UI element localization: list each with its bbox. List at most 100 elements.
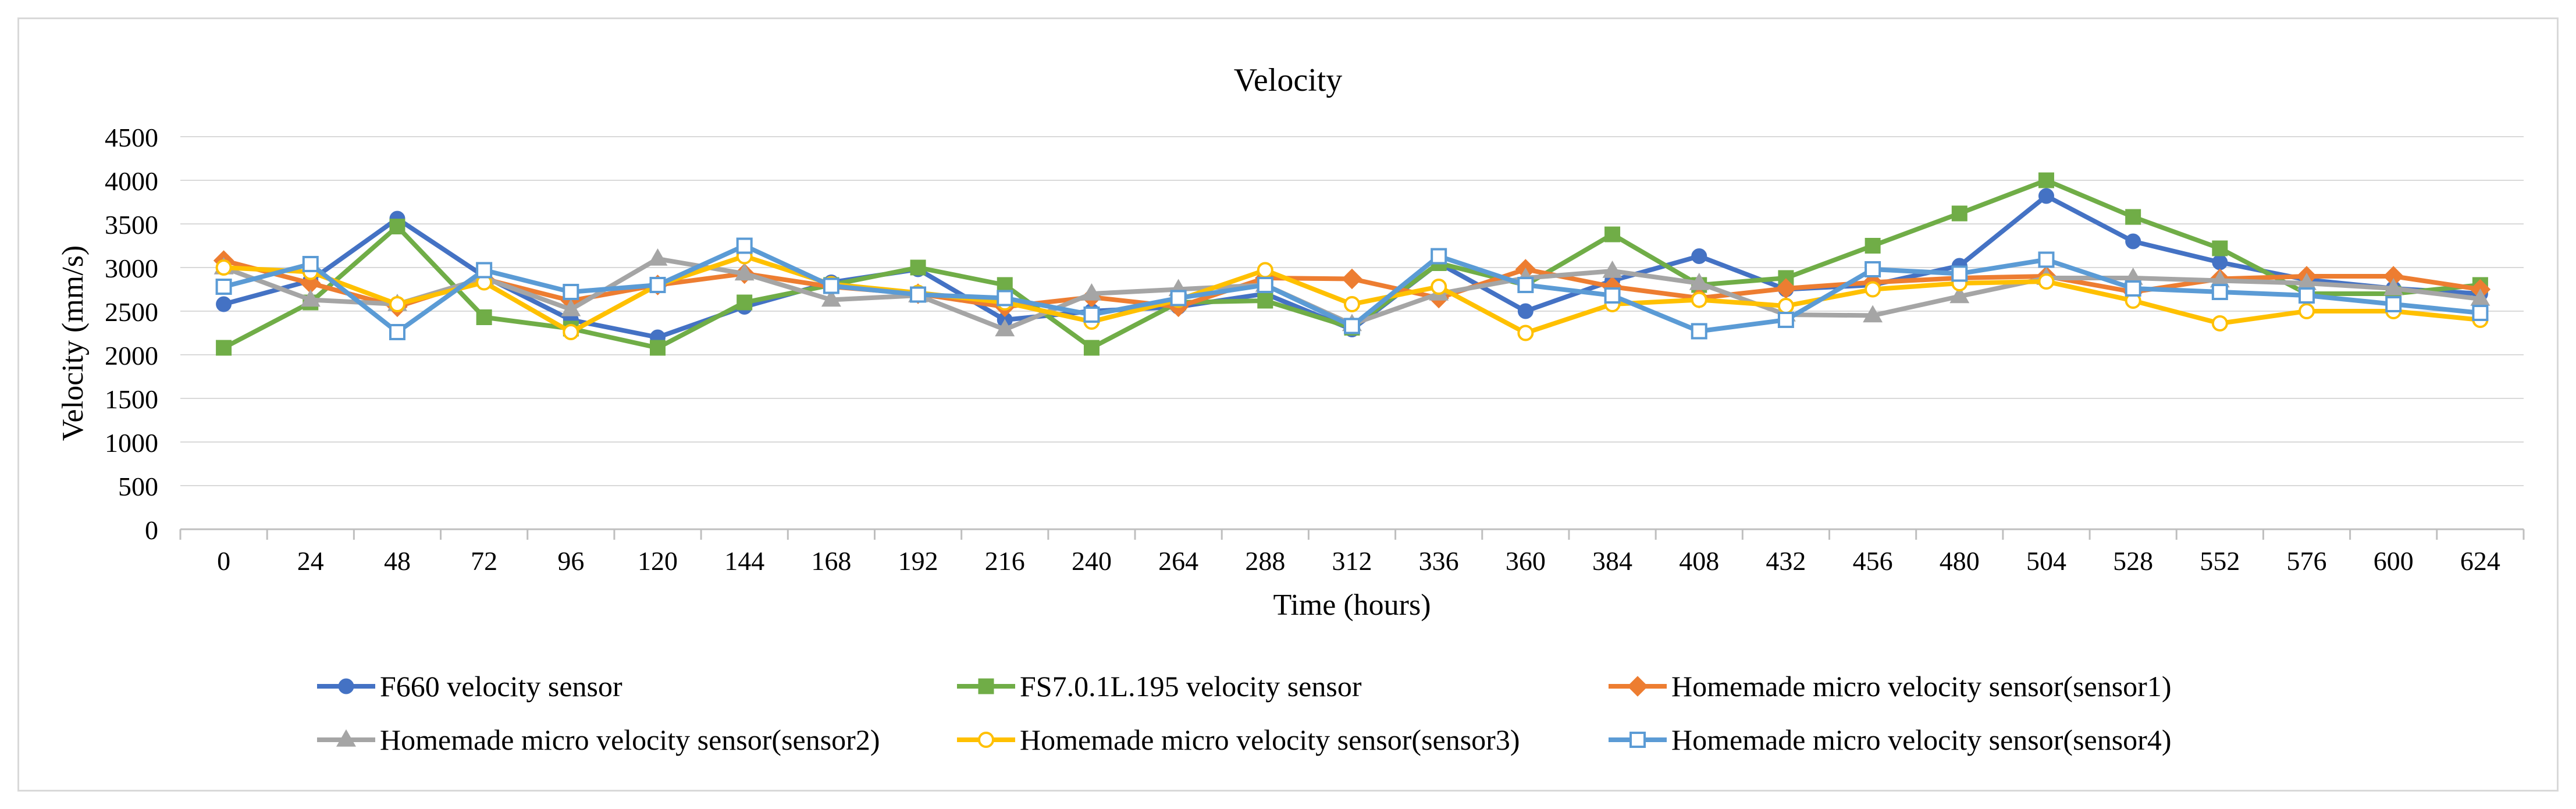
data-point	[1604, 287, 1621, 304]
series-lines	[213, 172, 2491, 356]
legend-swatch-marker	[336, 729, 356, 747]
data-point	[389, 324, 405, 340]
x-tick-label: 480	[1940, 546, 1980, 576]
data-point	[1081, 283, 1102, 301]
data-point	[215, 279, 232, 295]
data-point	[302, 256, 319, 272]
legend-swatch-marker	[338, 678, 354, 694]
data-point	[736, 294, 753, 311]
data-point	[2125, 280, 2141, 297]
data-point	[734, 263, 755, 281]
data-point	[2472, 305, 2489, 321]
y-tick-label: 2000	[105, 341, 158, 370]
y-tick-label: 4000	[105, 166, 158, 196]
data-point	[1951, 205, 1967, 222]
data-point	[1517, 277, 1534, 293]
legend-label: Homemade micro velocity sensor(sensor1)	[1671, 670, 2171, 703]
legend-item: Homemade micro velocity sensor(sensor3)	[957, 724, 1520, 756]
data-point	[1257, 277, 1273, 293]
legend-item: Homemade micro velocity sensor(sensor4)	[1609, 724, 2171, 756]
y-tick-label: 3500	[105, 210, 158, 240]
y-axis-label: Velocity (mm/s)	[56, 245, 90, 441]
legend-label: Homemade micro velocity sensor(sensor3)	[1020, 724, 1520, 756]
data-point	[1865, 281, 1881, 298]
x-axis-ticks: 0 24 48 72 96 120 144 168 192 216 240 264 288 312 336 3…	[179, 529, 2525, 576]
data-point	[2212, 240, 2228, 256]
data-point	[1517, 325, 1534, 341]
data-point	[995, 319, 1015, 337]
data-point	[2125, 233, 2141, 250]
legend-swatch-marker	[978, 678, 994, 694]
data-point	[2299, 287, 2315, 304]
data-point	[389, 296, 405, 312]
data-point	[1257, 262, 1273, 279]
legend-label: Homemade micro velocity sensor(sensor4)	[1671, 724, 2171, 756]
x-tick-label: 48	[384, 546, 411, 576]
x-tick-label: 624	[2460, 546, 2500, 576]
data-point	[1344, 318, 1360, 334]
legend-label: Homemade micro velocity sensor(sensor2)	[380, 724, 880, 756]
x-tick-label: 72	[471, 546, 497, 576]
data-point	[1604, 226, 1621, 243]
data-point	[1257, 293, 1273, 309]
y-axis-ticks: 0 500 1000 1500 2000 2500 3000 3500 4000 4500	[105, 123, 158, 545]
data-point	[1949, 286, 1970, 304]
data-point	[1689, 272, 1709, 290]
data-point	[561, 298, 581, 316]
series-6	[215, 237, 2489, 340]
data-point	[1342, 268, 1362, 290]
y-tick-label: 0	[145, 515, 158, 545]
data-point	[1691, 323, 1707, 340]
data-point	[2211, 315, 2228, 332]
data-point	[2038, 251, 2055, 268]
data-point	[1083, 307, 1100, 323]
chart-title: Velocity	[1234, 62, 1343, 98]
data-point	[1602, 260, 1623, 278]
data-point	[2038, 273, 2055, 290]
y-tick-label: 2500	[105, 297, 158, 327]
legend-swatch-marker	[978, 732, 994, 748]
data-point	[2038, 188, 2054, 204]
data-point	[1431, 248, 1447, 265]
x-tick-label: 168	[811, 546, 851, 576]
legend: F660 velocity sensor FS7.0.1L.195 velocit…	[317, 670, 2171, 756]
x-tick-label: 312	[1332, 546, 1372, 576]
data-point	[1170, 290, 1187, 307]
x-tick-label: 144	[724, 546, 764, 576]
data-point	[736, 237, 753, 254]
legend-item: Homemade micro velocity sensor(sensor2)	[317, 724, 880, 756]
data-point	[823, 277, 839, 294]
data-point	[216, 340, 232, 356]
data-point	[563, 284, 579, 300]
x-tick-label: 600	[2374, 546, 2414, 576]
data-point	[1863, 305, 1883, 323]
x-tick-label: 192	[898, 546, 938, 576]
x-tick-label: 288	[1245, 546, 1285, 576]
x-tick-label: 456	[1853, 546, 1893, 576]
x-tick-label: 384	[1592, 546, 1632, 576]
x-tick-label: 0	[217, 546, 230, 576]
data-point	[821, 289, 841, 307]
x-tick-label: 216	[985, 546, 1025, 576]
data-point	[1344, 296, 1360, 312]
data-point	[2125, 209, 2141, 225]
x-tick-label: 408	[1679, 546, 1719, 576]
x-tick-label: 120	[638, 546, 678, 576]
legend-item: Homemade micro velocity sensor(sensor1)	[1609, 670, 2171, 703]
chart-frame	[17, 17, 2559, 792]
data-point	[910, 286, 927, 303]
data-point	[2212, 254, 2228, 270]
y-tick-label: 1500	[105, 384, 158, 414]
data-point	[1865, 238, 1881, 254]
x-tick-label: 504	[2026, 546, 2066, 576]
data-point	[300, 289, 321, 307]
data-point	[2211, 284, 2228, 300]
data-point	[1951, 265, 1968, 282]
y-tick-label: 500	[118, 472, 158, 501]
data-point	[1777, 298, 1794, 314]
data-point	[1517, 303, 1533, 319]
data-point	[1777, 312, 1794, 328]
legend-item: FS7.0.1L.195 velocity sensor	[957, 670, 1362, 703]
x-tick-label: 552	[2200, 546, 2240, 576]
data-point	[476, 262, 493, 279]
